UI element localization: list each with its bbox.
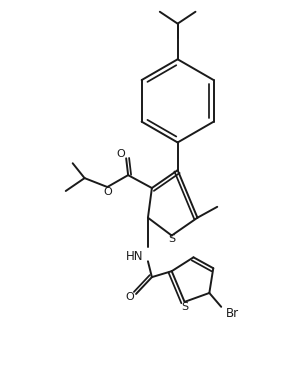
Text: O: O — [126, 292, 134, 302]
Text: HN: HN — [126, 250, 144, 263]
Text: Br: Br — [226, 307, 239, 320]
Text: S: S — [168, 234, 175, 245]
Text: O: O — [103, 187, 112, 197]
Text: O: O — [117, 149, 126, 160]
Text: S: S — [181, 302, 188, 312]
